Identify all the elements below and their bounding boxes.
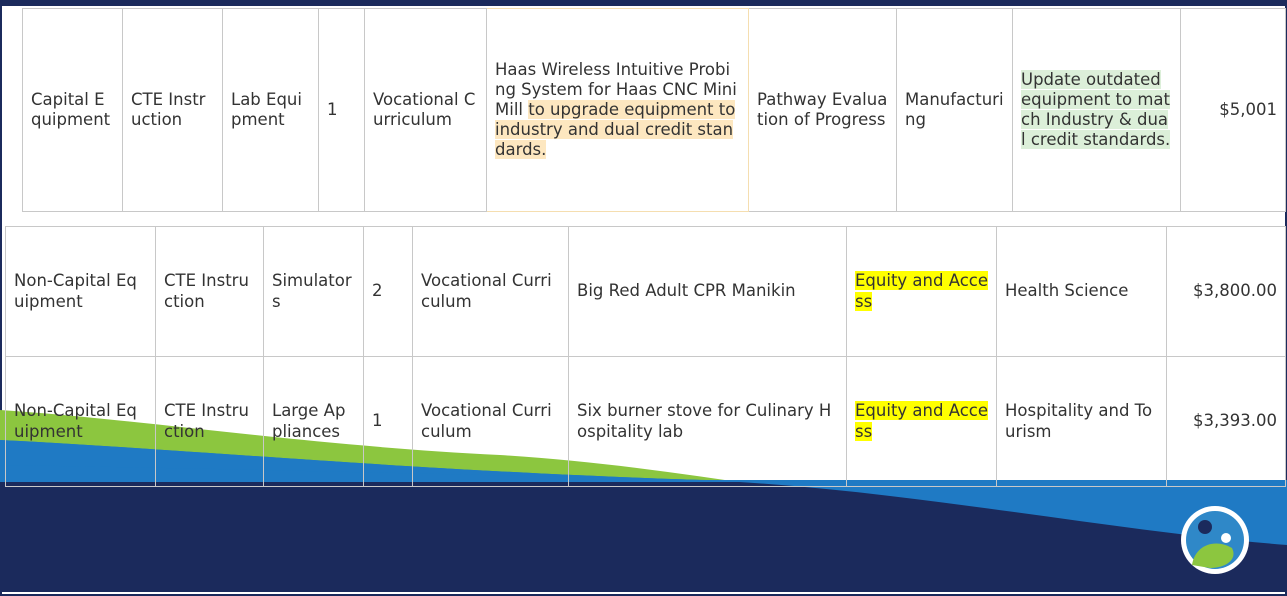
cell-text: Big Red Adult CPR Manikin [577,281,796,301]
cell-text: CTE Instruction [131,89,206,129]
cell-text: Haas Wireless Intuitive Probing System f… [495,59,737,119]
cell-text: Update outdated equipment to match Indus… [1021,69,1171,150]
table-cell: Update outdated equipment to match Indus… [1012,8,1181,212]
table-row: Capital Equipment CTE Instruction Lab Equi… [22,8,1286,212]
table-cell: CTE Instruction [155,226,264,357]
cell-text: CTE Instruction [164,271,249,311]
table-cell: Lab Equipment [222,8,319,212]
cell-text: Manufacturing [905,89,1004,129]
cell-text: Capital Equipment [31,89,111,129]
table-cell: Large Appliances [263,356,364,487]
cell-text: Equity and Access [855,271,988,311]
table-cell: CTE Instruction [122,8,223,212]
cell-text: Six burner stove for Culinary Hospitalit… [577,401,832,441]
table-cell: Vocational Curriculum [364,8,487,212]
cell-text: Non-Capital Equipment [14,401,137,441]
cell-text: CTE Instruction [164,401,249,441]
table-cell: Six burner stove for Culinary Hospitalit… [568,356,847,487]
table-cell: 1 [363,356,413,487]
cell-text: Vocational Curriculum [421,271,552,311]
cell-text: Pathway Evaluation of Progress [757,89,888,129]
cell-text: Vocational Curriculum [421,401,552,441]
table-cell: $3,393.00 [1166,356,1286,487]
cell-text: Large Appliances [272,401,346,441]
table-row: Non-Capital Equipment CTE Instruction Larg… [5,356,1286,487]
cell-text: Non-Capital Equipment [14,271,137,311]
cell-text: $3,800.00 [1193,281,1277,301]
table-cell: Haas Wireless Intuitive Probing System f… [486,8,749,212]
cell-text: Simulators [272,271,352,311]
table-cell: Health Science [996,226,1167,357]
cell-text: Health Science [1005,281,1129,301]
cell-text: $3,393.00 [1193,411,1277,431]
table-cell: Manufacturing [896,8,1013,212]
table-cell: Hospitality and Tourism [996,356,1167,487]
cell-text: Hospitality and Tourism [1005,401,1153,441]
table-cell: 2 [363,226,413,357]
cell-text: 1 [327,99,338,119]
table-row: Non-Capital Equipment CTE Instruction Simu… [5,226,1286,357]
table-cell: Non-Capital Equipment [5,356,156,487]
table-cell: Equity and Access [846,226,997,357]
table-cell: $5,001 [1180,8,1286,212]
cell-text: $5,001 [1219,99,1277,119]
cell-text: Equity and Access [855,401,988,441]
bottom-table: Non-Capital Equipment CTE Instruction Simu… [5,226,1286,487]
table-cell: $3,800.00 [1166,226,1286,357]
cell-text: to upgrade equipment to industry and dua… [495,99,736,160]
table-cell: Vocational Curriculum [412,356,569,487]
table-cell: 1 [318,8,365,212]
table-cell: Equity and Access [846,356,997,487]
table-cell: Vocational Curriculum [412,226,569,357]
cell-text: 2 [372,281,383,301]
cell-text: Lab Equipment [231,89,302,129]
table-cell: Pathway Evaluation of Progress [748,8,897,212]
cell-text: 1 [372,411,383,431]
table-cell: Non-Capital Equipment [5,226,156,357]
top-table: Capital Equipment CTE Instruction Lab Equi… [22,8,1286,212]
table-cell: Simulators [263,226,364,357]
table-cell: Capital Equipment [22,8,123,212]
table-cell: CTE Instruction [155,356,264,487]
cell-text: Vocational Curriculum [373,89,476,129]
table-cell: Big Red Adult CPR Manikin [568,226,847,357]
